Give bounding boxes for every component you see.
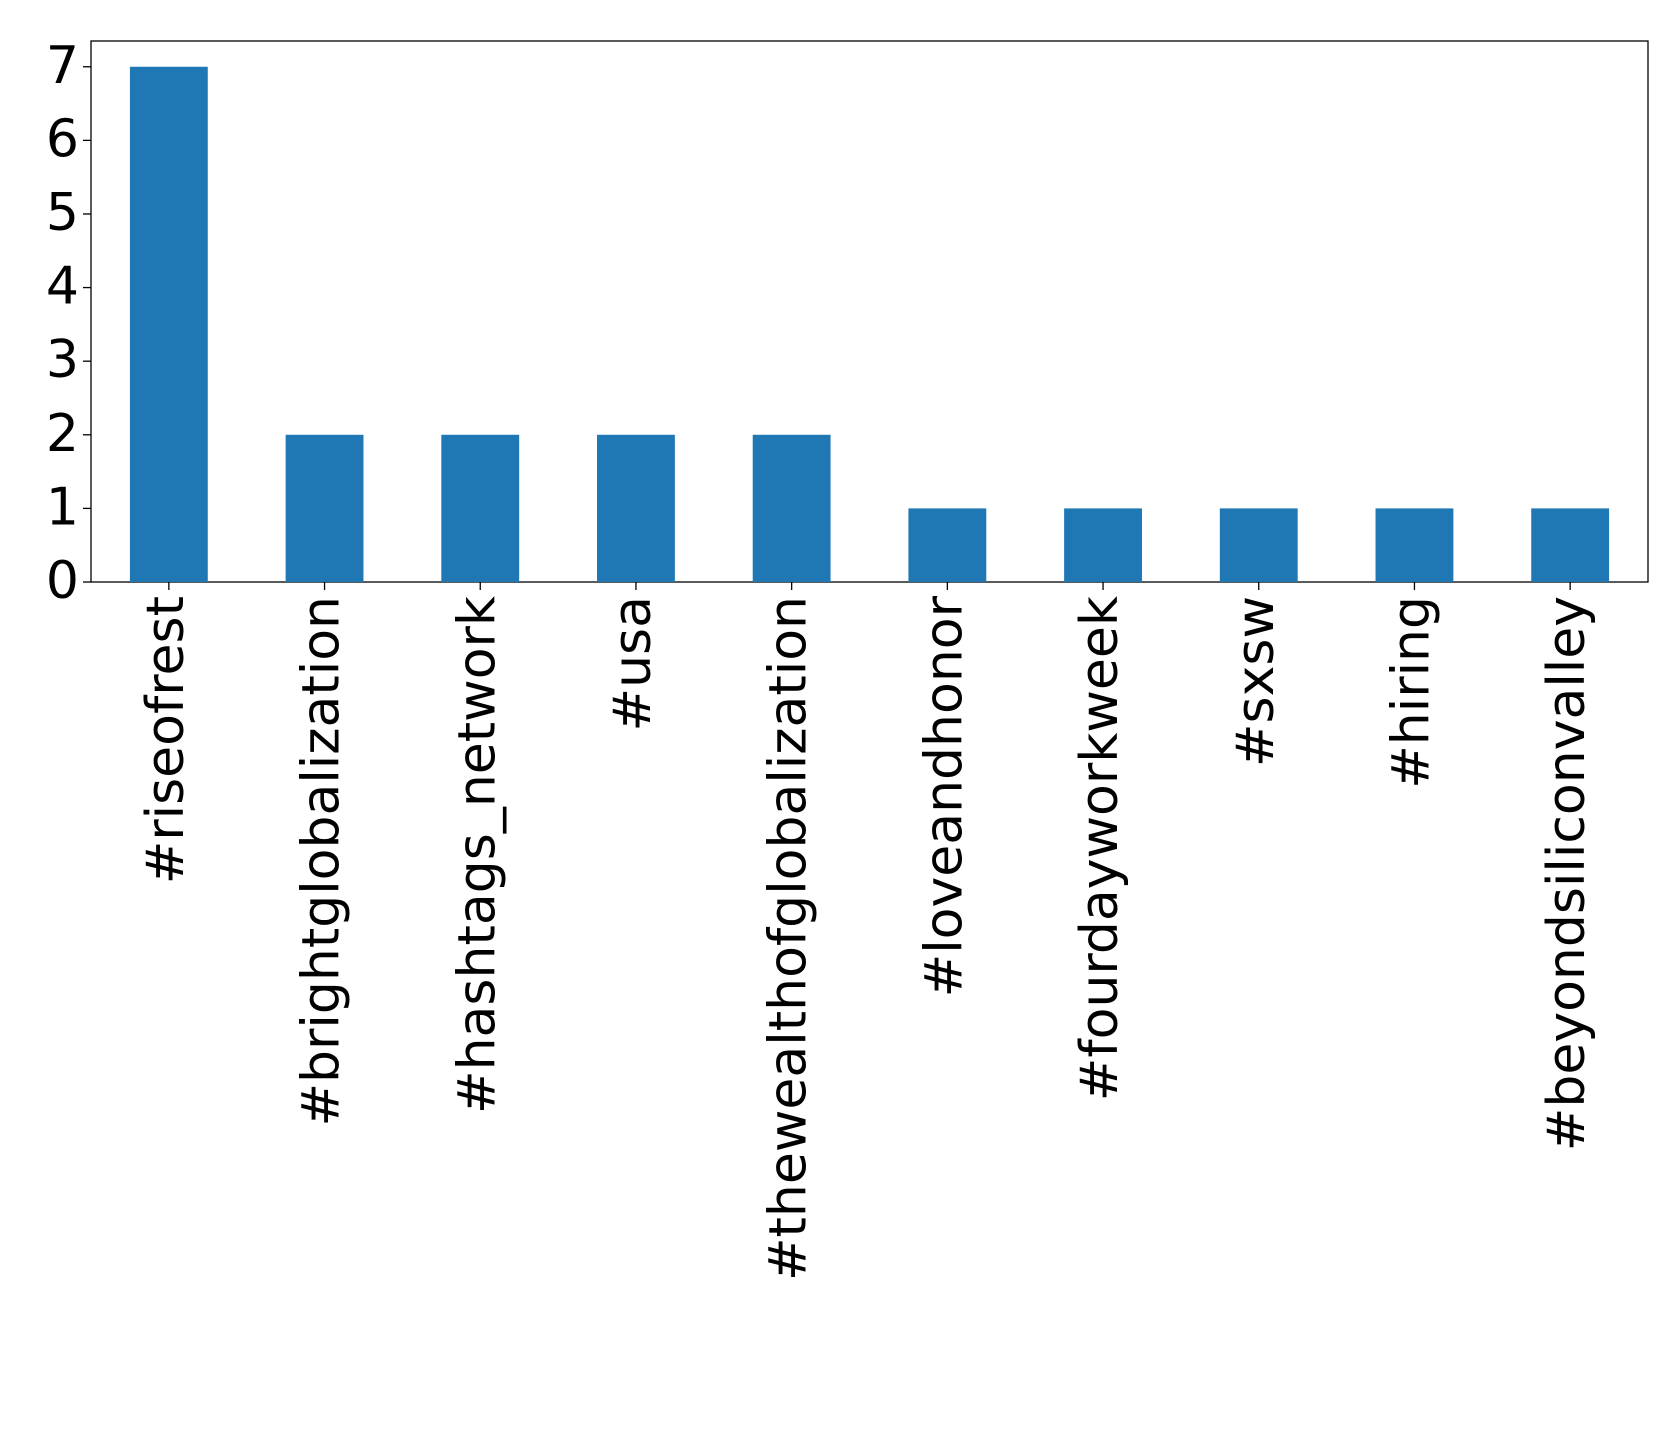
x-tick-label: #fourdayworkweek — [1070, 596, 1130, 1101]
y-tick-label: 7 — [46, 36, 79, 96]
y-tick-label: 4 — [46, 257, 79, 317]
bar — [1219, 508, 1298, 582]
y-tick-label: 5 — [46, 183, 79, 243]
y-tick-label: 0 — [46, 551, 79, 611]
bar — [597, 434, 675, 582]
x-tick-label: #riseofrest — [136, 596, 196, 884]
y-tick-label: 3 — [46, 330, 79, 390]
x-tick-label: #loveandhonor — [914, 595, 974, 997]
bar — [285, 434, 364, 582]
y-tick-label: 2 — [46, 404, 79, 464]
bar — [129, 66, 208, 582]
y-tick-label: 1 — [46, 477, 79, 537]
bar — [441, 434, 520, 582]
x-tick-label: #thewealthofglobalization — [759, 596, 819, 1281]
x-tick-label: #usa — [603, 596, 663, 731]
x-tick-label: #brightglobalization — [292, 596, 352, 1127]
x-tick-label: #sxsw — [1226, 596, 1286, 767]
x-tick-label: #beyondsiliconvalley — [1537, 596, 1597, 1151]
bar — [908, 508, 987, 582]
plot-frame — [90, 40, 1649, 583]
x-tick-label: #hiring — [1381, 596, 1441, 789]
bar — [1531, 508, 1610, 582]
bar — [1375, 508, 1454, 582]
x-tick-label: #hashtags_network — [447, 596, 507, 1114]
y-tick-label: 6 — [46, 109, 79, 169]
bar — [1064, 508, 1142, 582]
bar — [752, 434, 831, 582]
